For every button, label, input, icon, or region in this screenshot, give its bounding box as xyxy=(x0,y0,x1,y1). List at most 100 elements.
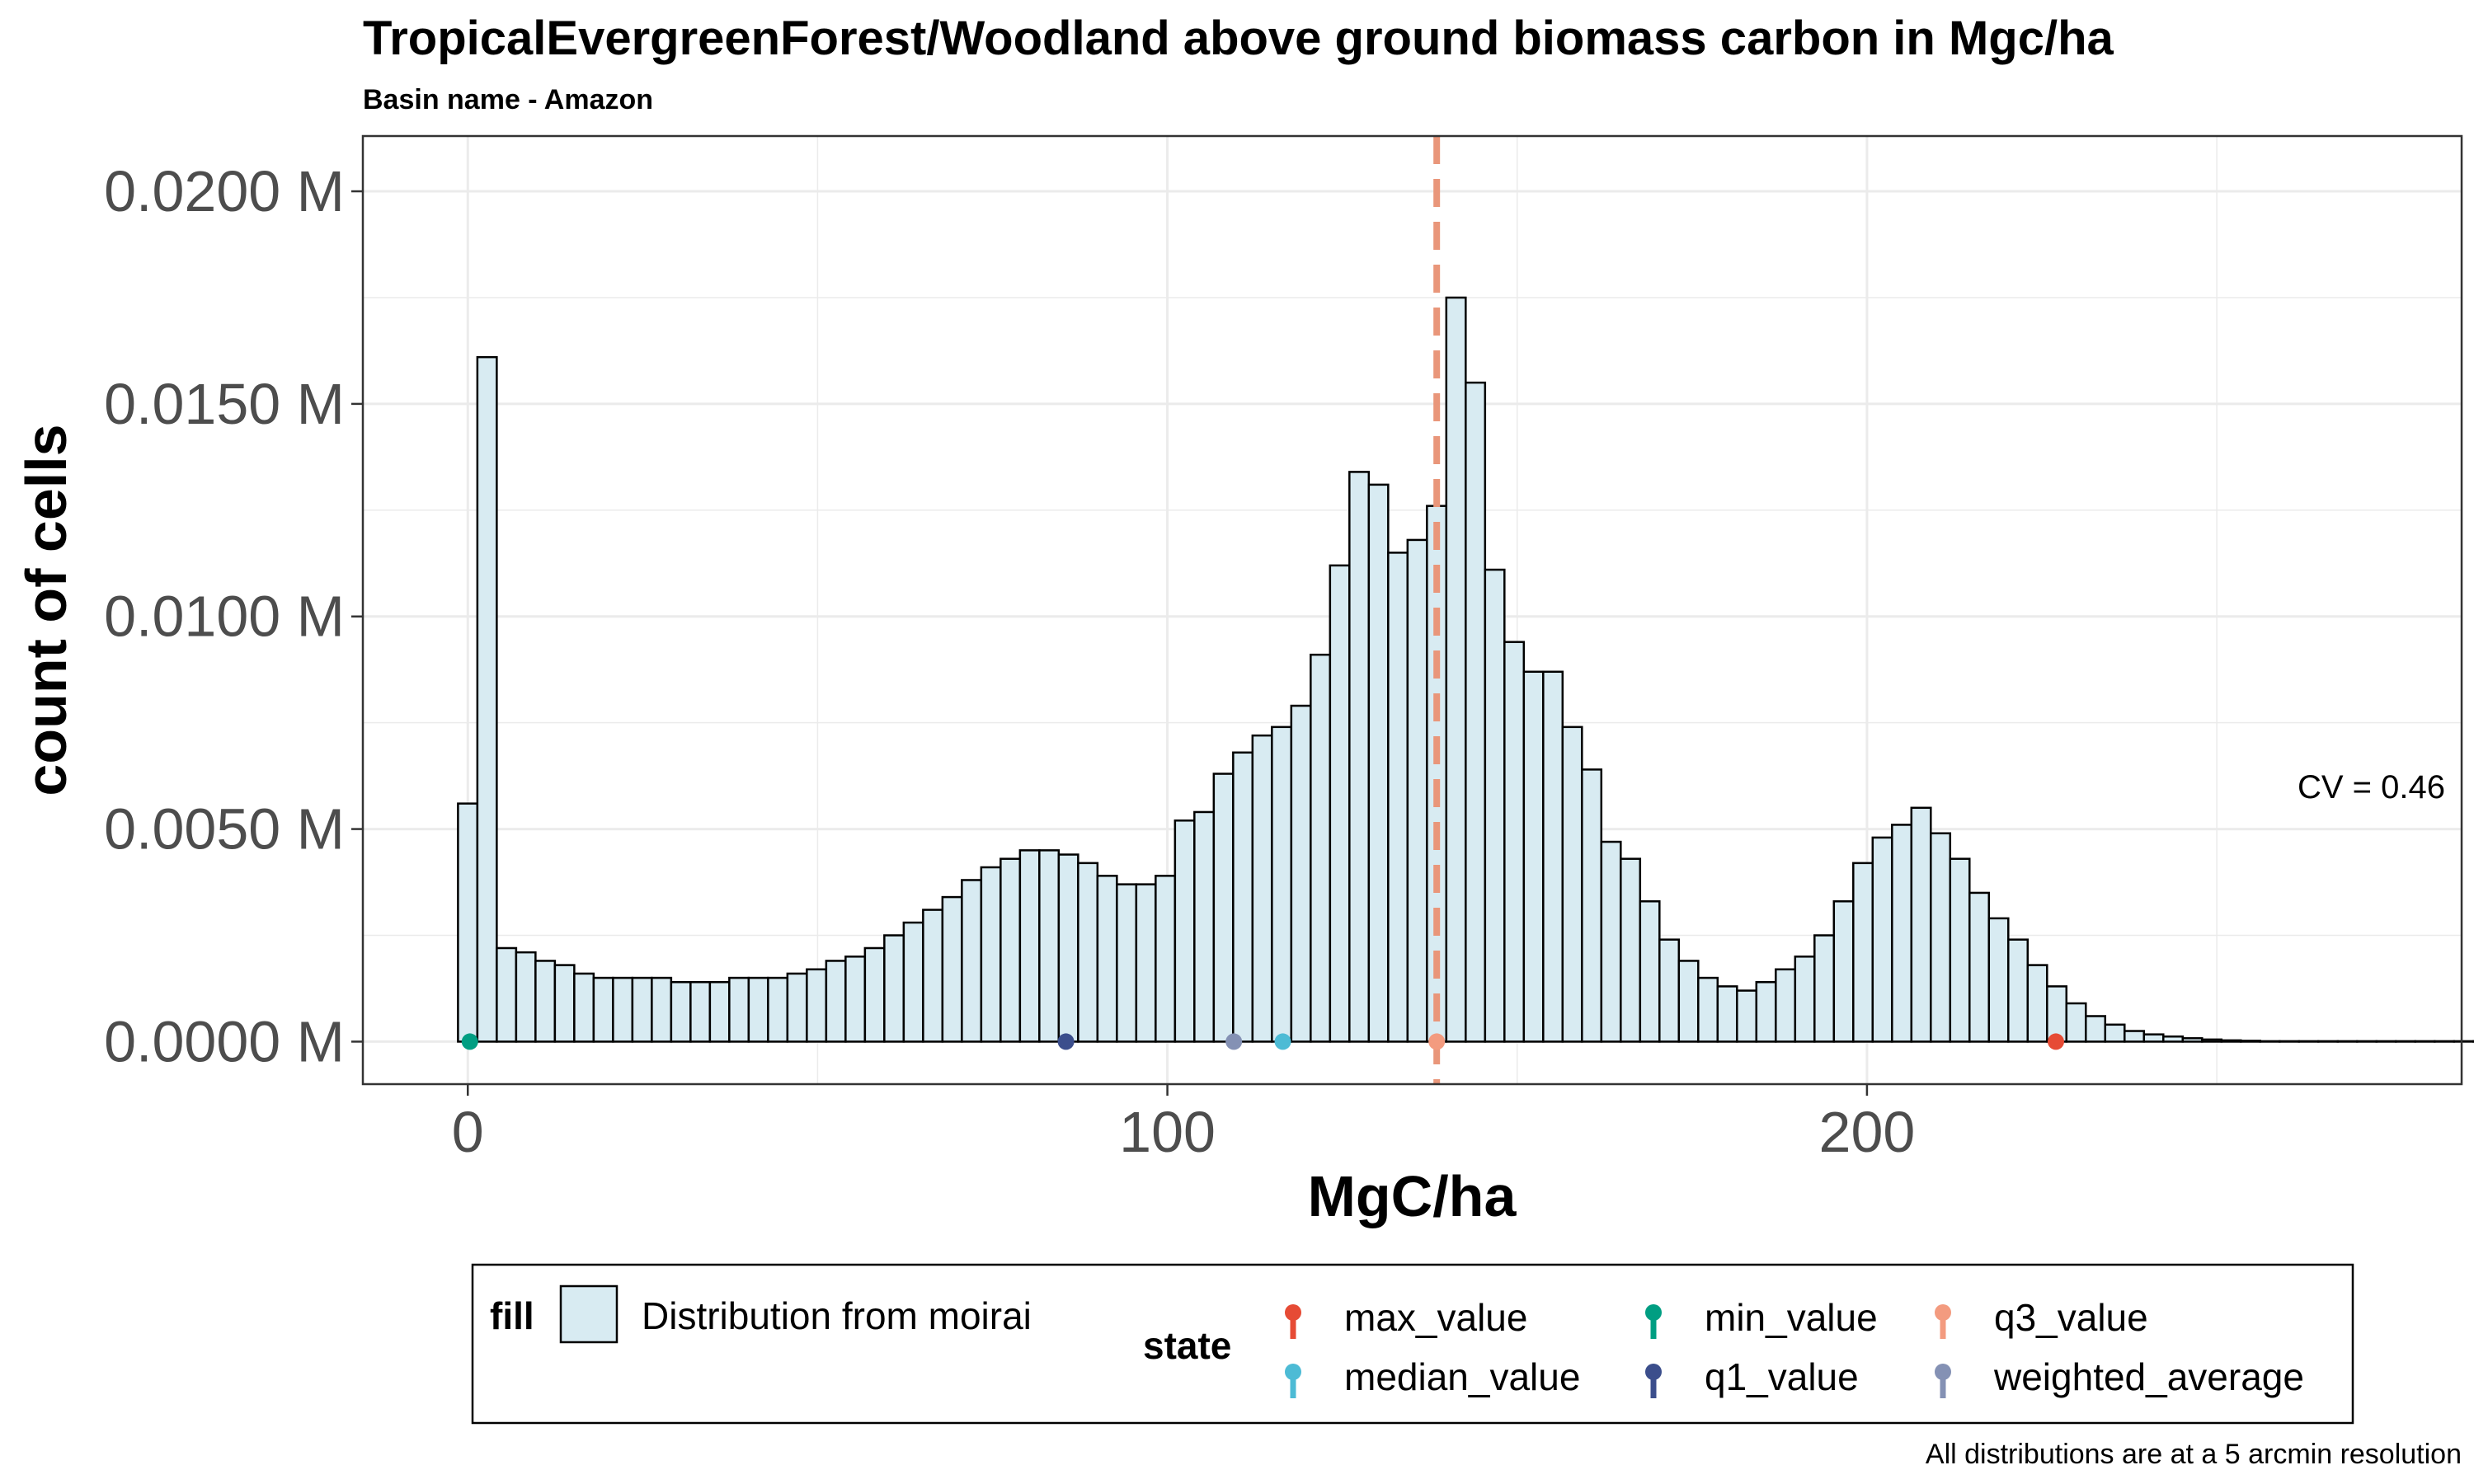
histogram-bar xyxy=(457,802,479,1043)
histogram-bar xyxy=(844,956,867,1043)
histogram-bar xyxy=(1348,471,1371,1043)
histogram-bar xyxy=(1697,976,1719,1043)
histogram-bar xyxy=(1465,381,1487,1043)
histogram-bar xyxy=(1077,862,1099,1043)
legend-key-point xyxy=(1285,1364,1301,1380)
histogram-bar xyxy=(2142,1033,2165,1043)
y-axis-label: count of cells xyxy=(14,424,78,796)
legend-item-q3-value: q3_value xyxy=(1935,1296,2148,1339)
legend-item-q1-value: q1_value xyxy=(1645,1355,1859,1398)
histogram-bar xyxy=(1387,552,1409,1043)
histogram-bar xyxy=(1987,917,2010,1043)
stat-points xyxy=(461,1033,2064,1050)
histogram-bar xyxy=(2046,985,2068,1043)
legend-item-label: q3_value xyxy=(1994,1296,2148,1339)
histogram-bar xyxy=(1251,734,1273,1043)
legend-key-point xyxy=(1935,1364,1951,1380)
histogram-bar xyxy=(883,934,905,1043)
histogram-bar xyxy=(1677,960,1700,1043)
histogram-bar xyxy=(631,976,653,1043)
histogram-bar xyxy=(1620,857,1642,1043)
histogram-bar xyxy=(1445,296,1467,1043)
histogram-bar xyxy=(2065,1002,2087,1043)
histogram-bar xyxy=(1038,849,1061,1043)
y-tick-label: 0.0000 M xyxy=(104,1009,345,1073)
histogram-bar xyxy=(651,976,673,1043)
histogram-bar xyxy=(1891,824,1913,1043)
histogram-bar xyxy=(1290,704,1312,1043)
x-tick-label: 0 xyxy=(452,1100,484,1164)
histogram-bar xyxy=(1852,862,1874,1043)
histogram-bar xyxy=(2085,1015,2107,1043)
histogram-bar xyxy=(728,976,750,1043)
x-tick-label: 200 xyxy=(1819,1100,1916,1164)
histogram-bar xyxy=(1212,773,1235,1043)
legend-key-point xyxy=(1645,1304,1662,1321)
histogram-bar xyxy=(980,866,1002,1043)
histogram-bar xyxy=(1871,836,1893,1043)
stat-point-median-value xyxy=(1274,1033,1291,1050)
histogram-bar xyxy=(2181,1037,2204,1043)
histogram-bar xyxy=(2220,1039,2242,1043)
histogram-bar xyxy=(496,946,518,1043)
legend-item-max-value: max_value xyxy=(1285,1296,1527,1339)
legend-item-label: min_value xyxy=(1705,1296,1878,1339)
legend-state-title: state xyxy=(1143,1324,1231,1367)
histogram-bar xyxy=(2104,1023,2126,1043)
histogram-bars xyxy=(457,296,2474,1043)
x-axis-ticks: 0 100 200 xyxy=(452,1084,1916,1164)
legend-state-items: max_value median_value min_value q1_value q3… xyxy=(1285,1296,2304,1398)
histogram-bar xyxy=(1232,751,1254,1043)
stat-point-max-value xyxy=(2047,1033,2064,1050)
histogram-bar xyxy=(1775,968,1797,1043)
chart-subtitle: Basin name - Amazon xyxy=(363,84,653,115)
histogram-bar xyxy=(2007,938,2030,1043)
histogram-bar xyxy=(2240,1040,2262,1043)
histogram-bar xyxy=(2434,1040,2456,1043)
histogram-bar xyxy=(2259,1040,2281,1043)
histogram-bar xyxy=(825,960,847,1043)
histogram-bar xyxy=(1910,806,1932,1043)
histogram-bar xyxy=(2356,1040,2378,1043)
legend-key-point xyxy=(1285,1304,1301,1321)
histogram-bar xyxy=(2124,1030,2146,1043)
x-axis-label: MgC/ha xyxy=(1308,1164,1517,1228)
histogram-bar xyxy=(1600,840,1622,1043)
legend-box xyxy=(471,1263,2354,1425)
histogram-bar xyxy=(2026,964,2048,1043)
legend-item-label: median_value xyxy=(1344,1355,1580,1398)
histogram-bar xyxy=(1561,726,1583,1043)
histogram-bar xyxy=(806,968,828,1043)
histogram-bar xyxy=(1406,538,1428,1043)
legend: fill Distribution from moirai state max_… xyxy=(471,1263,2354,1425)
legend-key-point xyxy=(1935,1304,1951,1321)
y-axis-ticks: 0.0000 M 0.0050 M 0.0100 M 0.0150 M 0.0200 M xyxy=(104,159,363,1073)
histogram-bar xyxy=(1367,483,1390,1043)
histogram-bar xyxy=(573,972,595,1043)
histogram-bar xyxy=(767,976,789,1043)
stat-point-q1-value xyxy=(1057,1033,1075,1050)
histogram-bar xyxy=(592,976,614,1043)
histogram-bar xyxy=(1329,564,1351,1043)
histogram-bar xyxy=(2375,1040,2397,1043)
histogram-bar xyxy=(1930,832,1952,1043)
histogram-bar xyxy=(1755,980,1777,1043)
histogram-bar xyxy=(1503,641,1526,1043)
histogram-bar xyxy=(961,879,983,1043)
histogram-bar xyxy=(2279,1040,2301,1043)
stat-point-weighted-average xyxy=(1225,1033,1243,1050)
chart-caption: All distributions are at a 5 arcmin reso… xyxy=(1926,1439,2462,1470)
legend-fill-title: fill xyxy=(490,1294,534,1337)
histogram-bar xyxy=(747,976,769,1043)
histogram-bar xyxy=(1968,891,1991,1043)
histogram-bar xyxy=(2201,1038,2223,1043)
histogram-bar xyxy=(1096,875,1118,1043)
legend-item-label: weighted_average xyxy=(1993,1355,2304,1398)
histogram-bar xyxy=(2162,1035,2185,1043)
histogram-bar xyxy=(902,921,924,1043)
histogram-bar xyxy=(1135,883,1157,1043)
legend-item-median-value: median_value xyxy=(1285,1355,1580,1398)
histogram-bar xyxy=(534,960,557,1043)
histogram-bar xyxy=(1716,985,1738,1043)
